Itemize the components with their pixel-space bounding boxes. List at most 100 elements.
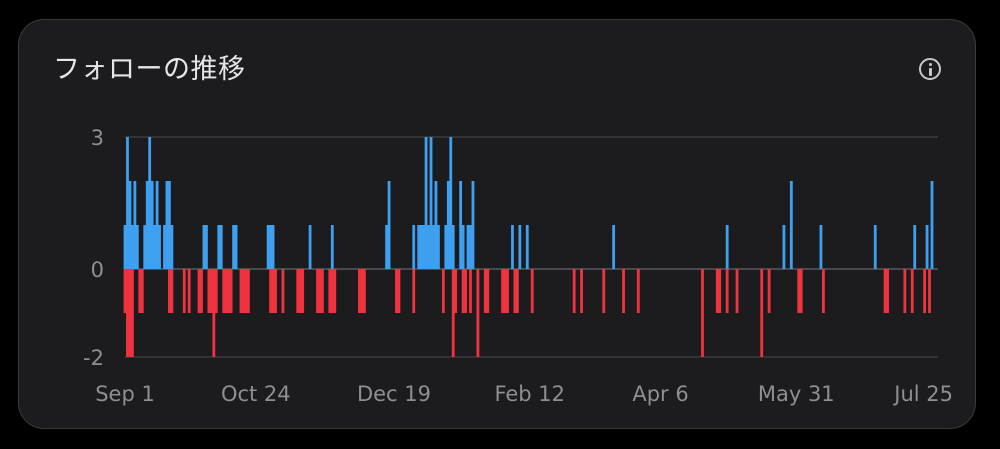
loss-bar	[239, 269, 243, 313]
gain-bar	[271, 225, 275, 269]
info-circle-icon[interactable]	[919, 58, 941, 80]
grid-lines	[125, 136, 938, 358]
gain-bar	[437, 225, 440, 269]
gain-bar	[459, 181, 463, 269]
loss-bar	[242, 269, 245, 313]
gain-bar	[202, 225, 206, 269]
gain-bar	[930, 181, 934, 269]
loss-bar	[229, 269, 233, 313]
loss-bar	[483, 269, 487, 313]
loss-bar	[128, 269, 132, 357]
loss-bar	[298, 269, 302, 313]
gain-bar	[873, 225, 877, 269]
gain-bar	[150, 181, 154, 269]
follower-trend-card: フォローの推移	[18, 19, 976, 429]
gain-bar	[471, 181, 475, 269]
gain-bar	[163, 225, 166, 269]
loss-bar	[301, 269, 305, 313]
gain-bar	[913, 225, 917, 269]
gain-bar	[419, 225, 423, 269]
loss-bar	[701, 269, 704, 357]
loss-bar	[274, 269, 277, 313]
loss-bar	[246, 269, 250, 313]
gain-bar	[269, 225, 273, 269]
x-tick-label: Dec 19	[357, 382, 431, 406]
loss-bar	[718, 269, 722, 313]
x-axis: Sep 1 Oct 24 Dec 19 Feb 12 Apr 6 May 31 Jul 25	[95, 382, 953, 406]
loss-bar	[515, 269, 519, 313]
loss-bar	[486, 269, 490, 313]
gain-bar	[518, 225, 522, 269]
x-tick-label: Jul 25	[892, 382, 953, 406]
loss-bar	[622, 269, 625, 313]
gain-bar	[725, 225, 729, 269]
loss-bar	[212, 269, 216, 357]
loss-bar	[910, 269, 914, 313]
loss-bar	[316, 269, 319, 313]
loss-bars	[123, 269, 931, 357]
loss-bar	[126, 269, 129, 357]
gain-bar	[234, 225, 238, 269]
gain-bar	[451, 225, 455, 269]
gain-bar	[126, 137, 129, 269]
gain-bar	[461, 225, 465, 269]
gain-bar	[525, 225, 529, 269]
loss-bar	[513, 269, 517, 313]
loss-bar	[725, 269, 729, 313]
y-tick-label: 0	[91, 258, 104, 282]
loss-bar	[138, 269, 142, 313]
loss-bar	[328, 269, 332, 313]
gain-bar	[819, 225, 823, 269]
loss-bar	[461, 269, 465, 313]
gain-bar	[612, 225, 616, 269]
x-tick-label: Oct 24	[221, 382, 291, 406]
gain-bar	[232, 225, 235, 269]
gain-bar	[131, 225, 134, 269]
loss-bar	[760, 269, 764, 357]
gain-bar	[422, 225, 426, 269]
loss-bar	[395, 269, 398, 313]
loss-bar	[140, 269, 144, 313]
gain-bar	[205, 225, 208, 269]
gain-bar	[782, 225, 786, 269]
loss-bar	[735, 269, 739, 313]
loss-bar	[923, 269, 926, 313]
loss-bar	[412, 269, 416, 313]
loss-bar	[123, 269, 127, 313]
gain-bar	[925, 225, 929, 269]
gain-bar	[153, 225, 157, 269]
loss-bar	[602, 269, 606, 313]
loss-bar	[224, 269, 228, 313]
gain-bar	[123, 225, 127, 269]
card-title: フォローの推移	[53, 54, 246, 85]
loss-bar	[715, 269, 719, 313]
loss-bar	[767, 269, 771, 313]
loss-bar	[903, 269, 907, 313]
gain-bar	[170, 225, 174, 269]
loss-bar	[506, 269, 509, 313]
loss-bar	[222, 269, 226, 313]
gain-bar	[128, 181, 132, 269]
loss-bar	[271, 269, 275, 313]
loss-bar	[269, 269, 273, 313]
gain-bar	[143, 225, 147, 269]
gain-bar	[444, 225, 448, 269]
loss-bar	[797, 269, 801, 313]
loss-bar	[928, 269, 931, 313]
gain-bar	[434, 181, 438, 269]
gain-bar	[429, 137, 433, 269]
loss-bar	[572, 269, 576, 313]
loss-bar	[330, 269, 334, 313]
loss-bar	[170, 269, 174, 313]
loss-bar	[321, 269, 324, 313]
loss-bar	[886, 269, 889, 313]
loss-bar	[318, 269, 322, 313]
loss-bar	[209, 269, 213, 313]
y-axis: 3 0 -2	[83, 126, 104, 370]
gain-bar	[417, 225, 421, 269]
loss-bar	[503, 269, 507, 313]
gain-bar	[466, 225, 470, 269]
loss-bar	[131, 269, 134, 357]
gain-bar	[217, 225, 221, 269]
